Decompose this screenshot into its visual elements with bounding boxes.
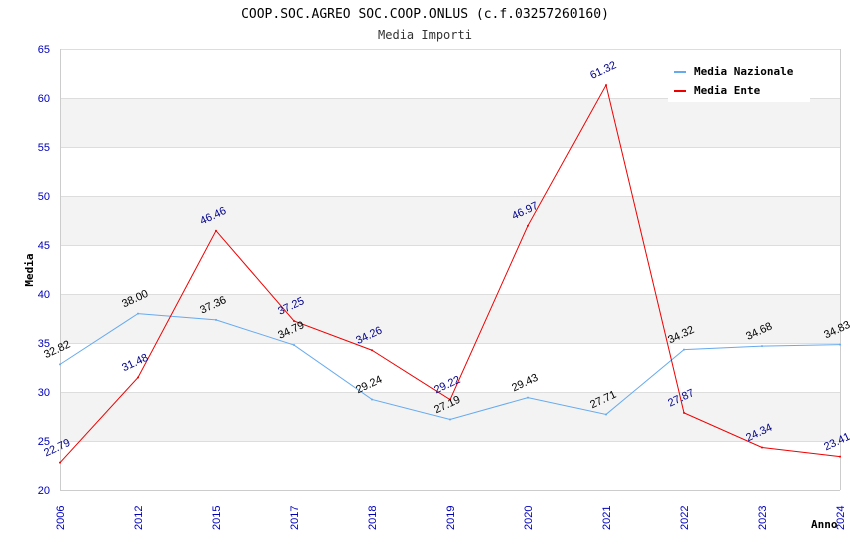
data-point [137,312,139,315]
x-tick-label: 2022 [679,506,691,530]
grid-band [60,245,840,294]
y-tick-label: 25 [38,436,50,448]
data-point [605,413,607,416]
data-point [761,345,763,348]
y-tick-label: 65 [38,44,50,56]
y-tick-labels: 20 25 30 35 40 45 50 55 60 65 [38,44,50,497]
data-point [371,349,373,352]
grid-band [60,147,840,196]
data-point [605,84,607,87]
legend-label-media-nazionale: Media Nazionale [694,65,794,78]
data-point [839,455,841,458]
data-point [449,398,451,401]
grid-lines [60,49,840,491]
x-tick-label: 2017 [289,506,301,530]
data-point [293,319,295,322]
y-tick-label: 35 [38,338,50,350]
x-tick-labels: 2006 2012 2015 2017 2018 2019 2020 2021 2022 2023… [55,506,847,530]
data-point [683,411,685,414]
grid-band [60,196,840,245]
x-tick-label: 2021 [601,506,613,530]
data-point [293,344,295,347]
y-tick-label: 55 [38,142,50,154]
y-tick-label: 50 [38,191,50,203]
y-tick-label: 45 [38,240,50,252]
y-tick-label: 40 [38,289,50,301]
data-point [527,224,529,227]
grid-band [60,343,840,392]
data-point [59,363,61,366]
y-axis-label: Media [23,253,36,286]
legend: Media Nazionale Media Ente [668,60,810,102]
x-axis-label: Anno [811,518,838,531]
data-point [839,343,841,346]
y-tick-label: 30 [38,387,50,399]
data-point [59,461,61,464]
data-point [137,376,139,379]
background-bands [60,49,840,490]
data-point [527,396,529,399]
x-tick-label: 2018 [367,506,379,530]
chart-title: COOP.SOC.AGREO SOC.COOP.ONLUS (c.f.03257… [241,7,609,22]
grid-band [60,294,840,343]
legend-label-media-ente: Media Ente [694,84,761,97]
data-point [683,348,685,351]
x-tick-label: 2006 [55,506,67,530]
y-tick-label: 20 [38,485,50,497]
y-tick-label: 60 [38,93,50,105]
chart-subtitle: Media Importi [378,28,472,42]
x-tick-label: 2020 [523,506,535,530]
x-tick-label: 2024 [835,506,847,530]
data-point [215,318,217,321]
x-tick-label: 2023 [757,506,769,530]
data-point [371,398,373,401]
x-tick-label: 2019 [445,506,457,530]
grid-band [60,98,840,147]
series-lines [59,83,841,464]
data-point [761,446,763,449]
x-tick-label: 2012 [133,506,145,530]
x-tick-label: 2015 [211,506,223,530]
legend-box [668,60,810,102]
data-point [449,418,451,421]
grid-band [60,441,840,490]
data-point [215,229,217,232]
